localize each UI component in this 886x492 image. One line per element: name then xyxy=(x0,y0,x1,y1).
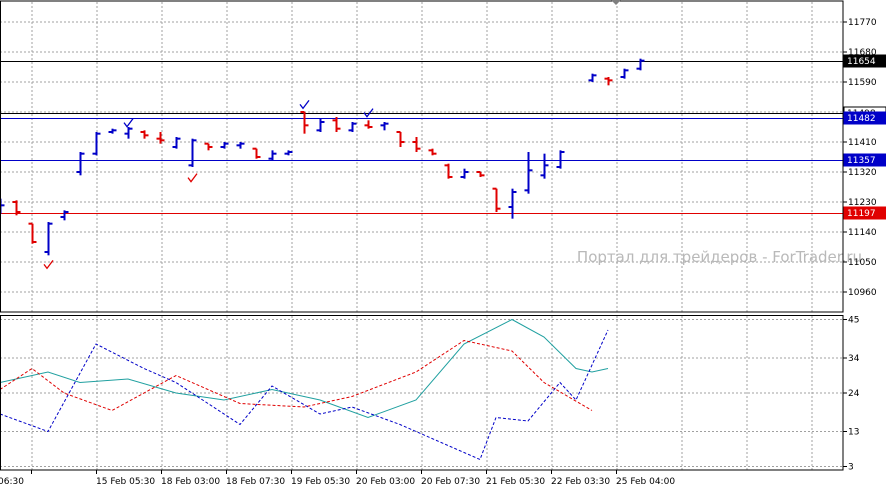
checkmark-icon xyxy=(363,108,374,118)
x-tick-label: 15 Feb 05:30 xyxy=(96,477,155,487)
ohlc-bar xyxy=(444,163,453,179)
ohlc-bar xyxy=(460,168,469,179)
ohlc-bar xyxy=(12,200,21,216)
ohlc-bar xyxy=(316,118,325,132)
y-tick-label: 11590 xyxy=(848,78,877,88)
ohlc-bar xyxy=(172,137,181,149)
indicator-line xyxy=(0,329,609,461)
checkmark-icon xyxy=(299,99,310,110)
y-tick-label: 11050 xyxy=(848,258,877,268)
ohlc-bar xyxy=(364,120,373,129)
ohlc-bar xyxy=(124,127,133,139)
ohlc-bar xyxy=(300,111,309,134)
ohlc-bar xyxy=(60,210,69,221)
ohlc-bar xyxy=(284,150,293,156)
ohlc-bar xyxy=(476,171,485,177)
ohlc-bar xyxy=(380,122,389,131)
ohlc-bar xyxy=(108,128,117,134)
price-pane-border xyxy=(0,0,844,313)
price-tag: 11482 xyxy=(843,111,886,125)
ohlc-bars xyxy=(0,58,645,256)
ohlc-bar xyxy=(332,117,341,132)
ohlc-bar xyxy=(508,188,517,219)
grid xyxy=(0,2,843,470)
y-axis: 1177011680115901150011410113201123011140… xyxy=(843,18,877,473)
y-tick-label: 24 xyxy=(848,389,860,399)
y-tick-label: 45 xyxy=(848,316,859,326)
indicator-line xyxy=(0,339,593,412)
ohlc-bar xyxy=(252,147,261,159)
ohlc-bar xyxy=(428,148,437,156)
x-tick-label: 21 Feb 05:30 xyxy=(486,477,545,487)
price-tag-bg xyxy=(843,54,886,68)
ohlc-bar xyxy=(44,222,53,256)
x-tick-label: 20 Feb 07:30 xyxy=(421,477,480,487)
x-tick-label: 20 Feb 03:00 xyxy=(356,477,415,487)
y-tick-label: 11320 xyxy=(848,168,877,178)
ohlc-bar xyxy=(268,150,277,161)
ohlc-bar xyxy=(524,152,533,194)
price-tag-label: 11482 xyxy=(847,114,876,124)
y-tick-label: 13 xyxy=(848,428,859,438)
y-tick-label: 3 xyxy=(848,463,854,473)
y-tick-label: 11770 xyxy=(848,18,877,28)
y-tick-label: 11230 xyxy=(848,198,877,208)
ohlc-bar xyxy=(156,132,165,144)
shift-marker-icon xyxy=(611,0,621,5)
y-tick-label: 11410 xyxy=(848,138,877,148)
y-tick-label: 11140 xyxy=(848,228,877,238)
ohlc-bar xyxy=(348,122,357,132)
checkmark-icon xyxy=(123,118,134,128)
ohlc-bar xyxy=(140,130,149,139)
ohlc-bar xyxy=(540,153,549,179)
ohlc-bar xyxy=(236,142,245,149)
ohlc-bar xyxy=(220,142,229,149)
price-tag: 11357 xyxy=(843,153,886,167)
x-tick-label: 18 Feb 07:30 xyxy=(226,477,285,487)
price-tag: 11197 xyxy=(843,206,886,220)
price-tag: 11654 xyxy=(843,54,886,68)
watermark-text: Портал для трейдеров - ForTrader.ru xyxy=(577,248,862,266)
x-tick-label: 22 Feb 03:30 xyxy=(551,477,610,487)
ohlc-bar xyxy=(204,142,213,151)
price-tag-label: 11197 xyxy=(847,209,876,219)
ohlc-bar xyxy=(604,77,613,86)
indicator-lines xyxy=(0,318,609,461)
ohlc-bar xyxy=(556,150,565,169)
level-price-tags: 1165411498114821135711197 xyxy=(843,54,886,220)
price-tag-bg xyxy=(843,111,886,125)
ohlc-bar xyxy=(636,58,645,71)
ohlc-bar xyxy=(92,132,101,156)
price-tag-bg xyxy=(843,153,886,167)
x-axis: 06:30 15 Feb 05:30 18 Feb 03:00 18 Feb 07:3… xyxy=(0,470,675,487)
price-tag-bg xyxy=(843,206,886,220)
x-tick-label: 25 Feb 04:00 xyxy=(616,477,675,487)
ohlc-bar xyxy=(588,73,597,82)
ohlc-bar xyxy=(620,68,629,79)
x-tick-label: 19 Feb 05:30 xyxy=(291,477,350,487)
ohlc-bar xyxy=(188,138,197,167)
price-tag-label: 11357 xyxy=(847,156,876,166)
price-tag-label: 11654 xyxy=(847,57,876,67)
x-tick-label: 18 Feb 03:00 xyxy=(161,477,220,487)
checkmark-icon xyxy=(43,259,54,270)
ohlc-bar xyxy=(492,187,501,212)
ohlc-bar xyxy=(412,137,421,152)
ohlc-bar xyxy=(76,152,85,176)
x-tick-label: 06:30 xyxy=(0,477,24,487)
y-tick-label: 10960 xyxy=(848,288,877,298)
ohlc-bar xyxy=(28,222,37,244)
price-levels xyxy=(0,61,843,214)
checkmark-icon xyxy=(187,173,198,183)
signal-checkmarks xyxy=(43,99,374,270)
y-tick-label: 11680 xyxy=(848,48,877,58)
ohlc-bar xyxy=(396,131,405,147)
y-tick-label: 34 xyxy=(848,354,860,364)
